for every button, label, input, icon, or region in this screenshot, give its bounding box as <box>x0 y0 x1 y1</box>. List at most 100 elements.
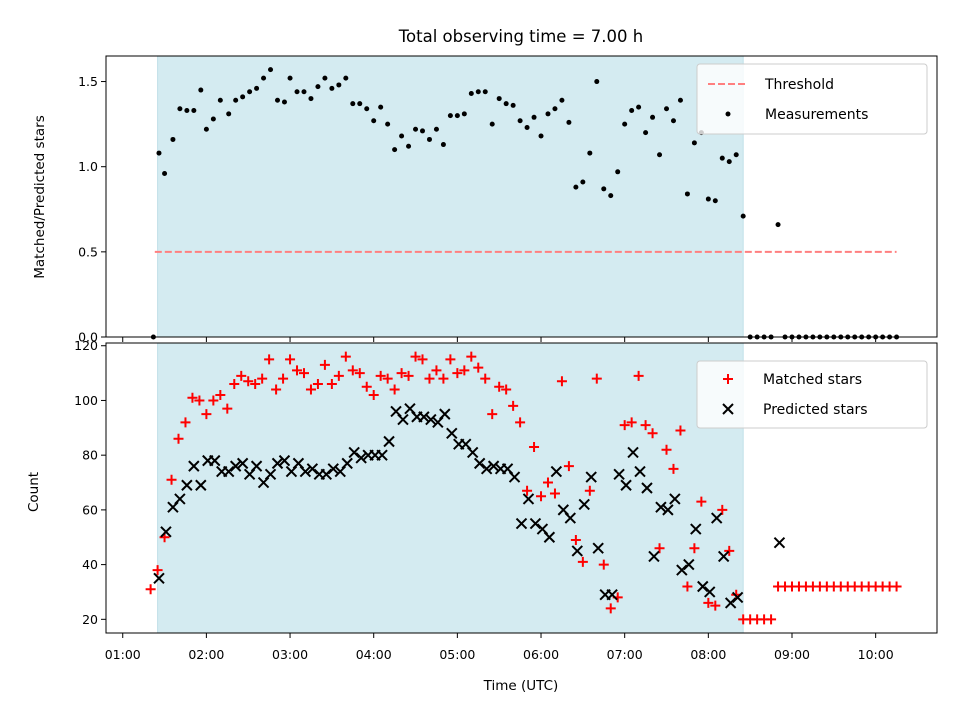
predicted-star-point <box>383 435 395 448</box>
predicted-star-point <box>376 449 388 461</box>
x-tick-label: 04:00 <box>356 647 392 662</box>
matched-star-point <box>215 389 226 400</box>
top-axes-frame <box>105 55 938 338</box>
matched-star-point <box>522 485 533 496</box>
predicted-star-point <box>564 512 577 524</box>
predicted-star-point <box>578 498 590 511</box>
matched-star-point <box>292 365 303 376</box>
x-tick-label: 10:00 <box>858 647 894 662</box>
predicted-star-point <box>683 558 695 571</box>
measurement-point <box>684 191 690 197</box>
matched-star-point <box>647 428 658 439</box>
bottom-legend-box <box>696 360 928 429</box>
predicted-star-point <box>669 493 681 505</box>
measurement-point <box>413 126 419 132</box>
x-tick-label: 09:00 <box>774 647 810 662</box>
measurement-point <box>559 97 565 103</box>
top-observing-window <box>157 55 744 338</box>
measurement-point <box>629 107 635 113</box>
legend-threshold-label: Threshold <box>764 77 834 93</box>
predicted-star-point <box>222 465 235 478</box>
predicted-star-point <box>327 463 339 475</box>
predicted-star-point <box>299 465 312 478</box>
measurement-point <box>385 121 391 127</box>
matched-star-point <box>717 504 728 515</box>
measurement-point <box>426 136 432 142</box>
predicted-star-point <box>697 580 709 593</box>
predicted-star-point <box>236 457 249 470</box>
matched-star-point <box>417 354 428 365</box>
measurement-point <box>573 184 579 190</box>
matched-star-point <box>278 373 289 384</box>
measurement-point <box>281 99 287 105</box>
matched-star-point <box>333 370 344 381</box>
predicted-star-point <box>397 413 409 426</box>
predicted-star-point <box>676 564 688 576</box>
predicted-star-point <box>515 517 528 530</box>
matched-star-point <box>243 376 254 387</box>
matched-star-point <box>264 354 275 365</box>
predicted-star-point <box>188 460 200 472</box>
measurement-point <box>524 125 530 131</box>
predicted-star-point <box>473 457 486 470</box>
matched-star-point <box>382 373 393 384</box>
x-axis-label: Time (UTC) <box>483 678 559 694</box>
measurement-point <box>170 136 176 142</box>
predicted-star-point <box>773 537 786 549</box>
measurement-point <box>636 104 642 110</box>
predicted-star-point <box>174 493 186 505</box>
y-tick-label: 60 <box>82 502 98 517</box>
matched-star-point <box>298 368 309 379</box>
measurement-point <box>274 97 280 103</box>
predicted-star-point <box>710 512 723 524</box>
x-tick-label: 06:00 <box>523 647 559 662</box>
measurement-point <box>226 111 232 117</box>
matched-star-point <box>766 614 777 625</box>
matched-star-point <box>710 600 721 611</box>
measurement-point <box>677 97 683 103</box>
matched-star-point <box>250 379 261 390</box>
measurement-point <box>336 82 342 88</box>
top-legend: Threshold Measurements <box>696 63 928 135</box>
matched-star-point <box>319 359 330 370</box>
predicted-star-point <box>731 591 744 604</box>
predicted-star-point <box>550 465 563 478</box>
predicted-star-point <box>487 460 500 472</box>
matched-star-point <box>598 559 609 570</box>
matched-star-point <box>389 384 400 395</box>
measurement-point <box>156 150 162 156</box>
measurement-point <box>691 140 697 146</box>
measurement-point <box>240 94 246 100</box>
matched-star-point <box>145 584 156 595</box>
legend-matched-swatch <box>723 374 733 384</box>
bottom-observing-window <box>157 342 744 634</box>
predicted-star-point <box>655 501 667 513</box>
predicted-star-point <box>355 452 367 464</box>
y-tick-label: 0.5 <box>78 244 98 259</box>
measurement-point <box>315 84 321 90</box>
y-tick-label: 120 <box>74 338 98 353</box>
measurement-point <box>510 102 516 108</box>
matched-star-point <box>152 565 163 576</box>
measurement-point <box>162 171 168 177</box>
predicted-star-point <box>209 454 221 467</box>
matched-star-point <box>396 368 407 379</box>
matched-star-point <box>340 351 351 362</box>
measurement-point <box>254 85 260 91</box>
measurement-point <box>740 213 746 219</box>
measurement-point <box>350 101 356 107</box>
predicted-star-point <box>250 460 263 472</box>
measurement-point <box>322 75 328 81</box>
measurement-point <box>198 87 204 93</box>
measurement-point <box>217 97 223 103</box>
matched-star-point <box>487 409 498 420</box>
top-panel: 0.0 0.5 1.0 1.5 Matched/Predicted stars Thr… <box>32 55 938 345</box>
matched-star-point <box>166 474 177 485</box>
matched-star-point <box>180 417 191 428</box>
measurement-point <box>378 104 384 110</box>
predicted-star-point <box>418 411 430 423</box>
top-data-marks <box>150 67 900 340</box>
matched-star-point <box>459 365 470 376</box>
measurement-point <box>343 75 349 81</box>
measurement-point <box>517 118 523 124</box>
